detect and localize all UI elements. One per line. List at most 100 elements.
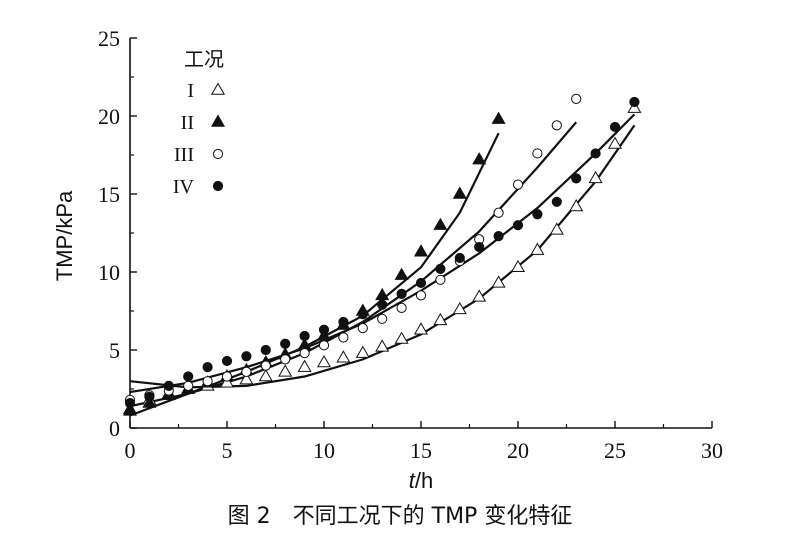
x-tick-label: 25 xyxy=(604,438,626,463)
data-point-3 xyxy=(202,376,213,387)
data-point-1 xyxy=(588,170,603,184)
data-point-1 xyxy=(336,350,351,363)
legend-marker xyxy=(210,82,226,95)
data-point-4 xyxy=(396,288,407,299)
data-point-1 xyxy=(394,331,409,344)
y-tick-label: 10 xyxy=(98,260,120,285)
data-point-3 xyxy=(493,207,504,218)
data-point-1 xyxy=(316,354,332,368)
data-point-2 xyxy=(394,267,409,280)
data-point-4 xyxy=(202,362,213,373)
data-point-3 xyxy=(377,313,388,324)
data-point-1 xyxy=(433,312,448,326)
legend-label: III xyxy=(174,144,194,166)
y-tick-label: 20 xyxy=(98,104,120,129)
legend-marker xyxy=(210,114,226,127)
data-point-3 xyxy=(435,274,446,285)
legend-title: 工况 xyxy=(184,47,224,71)
data-point-1 xyxy=(219,375,235,388)
data-point-3 xyxy=(512,179,524,190)
y-tick-label: 25 xyxy=(98,26,120,51)
y-axis-label: TMP/kPa xyxy=(52,190,77,281)
data-point-3 xyxy=(183,380,194,391)
legend-marker xyxy=(212,148,224,160)
data-point-4 xyxy=(551,196,562,207)
data-point-4 xyxy=(221,355,233,367)
data-point-4 xyxy=(280,338,291,349)
data-point-4 xyxy=(338,316,349,328)
fit-line-1 xyxy=(129,124,636,389)
data-point-4 xyxy=(415,277,427,289)
data-point-4 xyxy=(377,299,388,310)
data-point-4 xyxy=(474,241,485,253)
data-point-4 xyxy=(163,380,174,391)
data-point-1 xyxy=(239,372,254,385)
legend-marker xyxy=(212,180,224,192)
data-point-1 xyxy=(627,100,642,113)
data-point-4 xyxy=(454,252,465,264)
data-point-1 xyxy=(510,259,526,273)
x-tick-label: 0 xyxy=(125,438,136,463)
data-point-4 xyxy=(512,220,524,231)
data-point-2 xyxy=(122,403,138,416)
x-axis-label: t/h xyxy=(409,468,433,493)
data-point-3 xyxy=(532,148,543,159)
data-point-2 xyxy=(142,395,157,408)
data-point-1 xyxy=(355,345,370,358)
legend-label: I xyxy=(187,80,194,102)
data-point-1 xyxy=(607,136,623,149)
data-point-3 xyxy=(260,360,271,371)
data-point-1 xyxy=(472,289,487,302)
data-point-1 xyxy=(375,339,390,352)
data-point-4 xyxy=(144,391,155,402)
data-point-4 xyxy=(318,324,330,335)
fit-line-4 xyxy=(129,113,636,394)
data-point-4 xyxy=(357,309,368,320)
data-point-3 xyxy=(318,340,330,351)
data-point-3 xyxy=(338,332,349,343)
data-point-2 xyxy=(433,217,448,230)
data-point-1 xyxy=(452,301,467,315)
data-point-4 xyxy=(609,121,621,133)
data-point-2 xyxy=(452,186,467,199)
data-point-4 xyxy=(435,263,446,274)
data-point-1 xyxy=(297,359,312,372)
y-tick-label: 15 xyxy=(98,182,120,207)
data-point-4 xyxy=(260,344,271,356)
data-point-1 xyxy=(491,275,506,288)
data-point-1 xyxy=(530,242,545,255)
y-tick-label: 0 xyxy=(109,416,120,441)
x-tick-label: 15 xyxy=(410,438,432,463)
data-point-2 xyxy=(472,152,487,165)
fit-line-3 xyxy=(129,121,578,408)
data-point-3 xyxy=(241,366,252,377)
data-points xyxy=(122,93,642,416)
data-point-2 xyxy=(375,287,390,301)
data-point-4 xyxy=(124,397,136,409)
data-point-2 xyxy=(413,244,429,257)
data-point-4 xyxy=(241,351,252,362)
y-tick-label: 5 xyxy=(109,338,120,363)
data-point-3 xyxy=(280,354,291,365)
data-point-4 xyxy=(571,173,582,184)
data-point-2 xyxy=(491,111,506,124)
data-point-3 xyxy=(551,120,562,131)
x-tick-label: 10 xyxy=(313,438,335,463)
legend-label: II xyxy=(181,112,194,134)
data-point-3 xyxy=(415,290,427,301)
x-tick-label: 5 xyxy=(222,438,233,463)
data-point-1 xyxy=(413,322,429,335)
data-point-3 xyxy=(396,302,407,313)
axes: 0 5 10 15 20 25 30 0 5 10 15 20 25 xyxy=(98,26,723,463)
data-point-2 xyxy=(316,328,332,341)
data-point-3 xyxy=(221,371,233,382)
data-point-1 xyxy=(569,198,584,212)
x-tick-label: 30 xyxy=(701,438,723,463)
data-point-4 xyxy=(299,330,310,342)
data-point-4 xyxy=(629,96,640,108)
data-point-4 xyxy=(183,371,194,382)
x-tick-label: 20 xyxy=(507,438,529,463)
data-point-1 xyxy=(258,369,273,382)
data-point-1 xyxy=(549,222,564,235)
